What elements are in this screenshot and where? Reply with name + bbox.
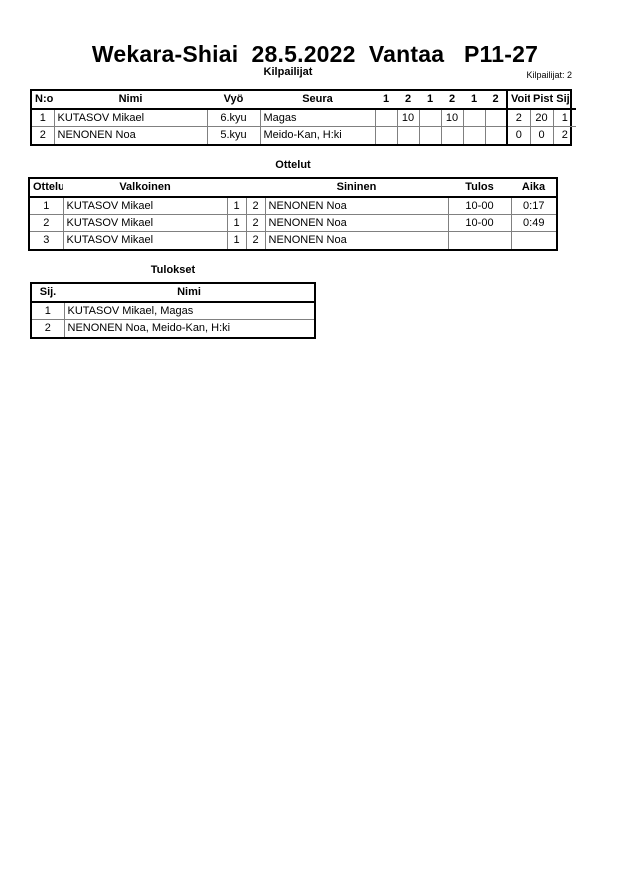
cell-name: NENONEN Noa (53, 126, 207, 144)
cell-no: 1 (32, 109, 54, 127)
competitor-count-label: Kilpailijat: 2 (526, 70, 572, 80)
column-header-blue: Sininen (265, 179, 448, 198)
column-header-wins: Voit. (506, 91, 530, 110)
cell-belt: 5.kyu (206, 126, 260, 144)
cell-wins: 0 (506, 126, 530, 144)
cell-no: 2 (39, 129, 46, 142)
column-header-rank: Sij. (553, 91, 576, 110)
cell-white: KUTASOV Mikael (62, 197, 227, 215)
matches-table: Ottelu Valkoinen Sininen Tulos Aika 1 KU… (28, 177, 558, 251)
cell-slot-3 (418, 109, 441, 127)
column-header-slot-5: 1 (463, 91, 485, 110)
table-row: 2 NENONEN Noa 5.kyu Meido-Kan, H:ki 0 0 … (32, 126, 576, 144)
column-header-belt: Vyö (207, 91, 260, 110)
cell-rank: 2 (552, 126, 576, 144)
cell-points: 0 (529, 126, 553, 144)
cell-blue-score: 2 (245, 214, 265, 232)
table-header-row: Sij. Nimi (32, 284, 314, 303)
cell-match: 3 (43, 234, 50, 247)
cell-white-score: 1 (226, 214, 246, 232)
cell-slot-6 (484, 126, 507, 144)
cell-blue-score: 2 (245, 231, 265, 249)
column-header-white: Valkoinen (63, 179, 227, 198)
cell-match: 2 (30, 214, 63, 232)
cell-time: 0:17 (510, 197, 556, 215)
column-header-rank: Sij. (32, 284, 64, 303)
cell-slot-4 (440, 126, 463, 144)
cell-name: KUTASOV Mikael (53, 109, 207, 127)
column-header-slot-1: 1 (375, 91, 397, 110)
column-header-slot-4: 2 (441, 91, 463, 110)
cell-time (510, 231, 556, 249)
cell-rank: 2 (44, 322, 51, 335)
table-row: 1 KUTASOV Mikael 6.kyu Magas 10 10 2 20 … (32, 109, 576, 127)
column-header-match: Ottelu (30, 179, 63, 198)
table-row: 2 NENONEN Noa, Meido-Kan, H:ki (32, 319, 314, 337)
cell-blue: NENONEN Noa (264, 231, 448, 249)
table-header-row: Ottelu Valkoinen Sininen Tulos Aika (30, 179, 556, 198)
column-header-name: Nimi (54, 91, 207, 110)
cell-result: 10-00 (447, 214, 511, 232)
column-header-slot-6: 2 (485, 91, 507, 110)
cell-result (447, 231, 511, 249)
cell-slot-1 (374, 126, 397, 144)
cell-points: 20 (529, 109, 553, 127)
column-header-no: N:o (32, 91, 54, 110)
cell-slot-4: 10 (440, 109, 463, 127)
competitors-section-caption: Kilpailijat (263, 66, 313, 78)
cell-slot-2 (396, 126, 419, 144)
cell-white-score: 1 (226, 197, 246, 215)
cell-club: Meido-Kan, H:ki (259, 126, 375, 144)
column-header-club: Seura (260, 91, 375, 110)
matches-section-caption: Ottelut (275, 159, 311, 171)
cell-slot-6 (484, 109, 507, 127)
table-header-row: N:o Nimi Vyö Seura 1 2 1 2 1 2 Voit. Pis… (32, 91, 576, 110)
results-table: Sij. Nimi 1 KUTASOV Mikael, Magas 2 NENO… (30, 282, 316, 339)
cell-time: 0:49 (510, 214, 556, 232)
column-header-time: Aika (511, 179, 556, 198)
column-header-name: Nimi (64, 284, 314, 303)
table-row: 3 KUTASOV Mikael 1 2 NENONEN Noa (30, 231, 556, 249)
column-header-points: Pist. (530, 91, 553, 110)
cell-wins: 2 (506, 109, 530, 127)
page-title: Wekara-Shiai 28.5.2022 Vantaa P11-27 (91, 41, 539, 67)
table-row: 1 KUTASOV Mikael, Magas (32, 302, 314, 320)
cell-white: KUTASOV Mikael (62, 214, 227, 232)
cell-slot-1 (374, 109, 397, 127)
cell-slot-2: 10 (396, 109, 419, 127)
table-row: 2 KUTASOV Mikael 1 2 NENONEN Noa 10-00 0… (30, 214, 556, 232)
column-header-result: Tulos (448, 179, 511, 198)
cell-blue: NENONEN Noa (264, 197, 448, 215)
cell-match: 1 (30, 197, 63, 215)
cell-name: NENONEN Noa, Meido-Kan, H:ki (63, 319, 314, 337)
table-row: 1 KUTASOV Mikael 1 2 NENONEN Noa 10-00 0… (30, 197, 556, 215)
cell-rank: 1 (552, 109, 576, 127)
results-section-caption: Tulokset (150, 264, 196, 276)
cell-slot-3 (418, 126, 441, 144)
cell-club: Magas (259, 109, 375, 127)
cell-white-score: 1 (226, 231, 246, 249)
cell-blue: NENONEN Noa (264, 214, 448, 232)
cell-result: 10-00 (447, 197, 511, 215)
cell-blue-score: 2 (245, 197, 265, 215)
cell-slot-5 (462, 126, 485, 144)
cell-belt: 6.kyu (206, 109, 260, 127)
cell-rank: 1 (32, 302, 64, 320)
column-header-white-score (227, 179, 246, 198)
column-header-blue-score (246, 179, 265, 198)
cell-name: KUTASOV Mikael, Magas (63, 302, 314, 320)
competitors-table: N:o Nimi Vyö Seura 1 2 1 2 1 2 Voit. Pis… (30, 89, 576, 146)
column-header-slot-3: 1 (419, 91, 441, 110)
cell-slot-5 (462, 109, 485, 127)
column-header-slot-2: 2 (397, 91, 419, 110)
cell-white: KUTASOV Mikael (62, 231, 227, 249)
